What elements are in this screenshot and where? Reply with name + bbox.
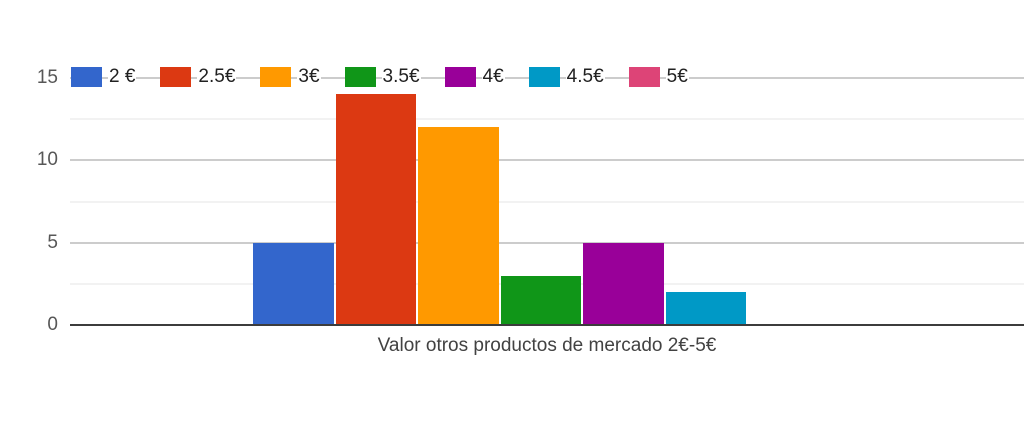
legend-swatch-icon — [71, 67, 102, 87]
y-axis-tick-label-10: 10 — [36, 149, 58, 171]
legend-label: 4.5€ — [565, 66, 605, 87]
legend-swatch-icon — [528, 67, 560, 87]
major-gridline-10 — [70, 159, 1024, 162]
legend-label: 4€ — [481, 66, 505, 87]
bar-3-5eur[interactable] — [500, 275, 581, 324]
legend-swatch-icon — [160, 67, 192, 87]
chart-legend: 2 € 2.5€ 3€ 3.5€ 4€ 4.5€ 5€ — [71, 67, 713, 87]
minor-gridline-12.5 — [70, 118, 1024, 121]
y-axis-tick-label-0: 0 — [47, 314, 58, 335]
legend-item-4-5eur: 4.5€ — [528, 66, 629, 87]
legend-swatch-icon — [628, 67, 660, 87]
legend-item-3-5eur: 3.5€ — [344, 66, 445, 87]
legend-item-2eur: 2 € — [71, 67, 160, 87]
legend-swatch-icon — [260, 67, 292, 87]
bar-4-5eur[interactable] — [665, 292, 746, 324]
legend-label: 5€ — [665, 66, 689, 87]
legend-label: 2 € — [108, 66, 137, 87]
legend-label: 3€ — [297, 66, 321, 87]
legend-item-5eur: 5€ — [628, 66, 713, 87]
y-axis-tick-label-5: 5 — [47, 231, 58, 253]
x-axis-line — [70, 324, 1024, 326]
minor-gridline-7.5 — [70, 200, 1024, 203]
legend-label: 3.5€ — [381, 66, 421, 87]
bar-4eur[interactable] — [583, 242, 664, 324]
bar-3eur[interactable] — [418, 127, 499, 324]
bar-2eur[interactable] — [253, 242, 334, 324]
x-axis-title: Valor otros productos de mercado 2€-5€ — [377, 335, 717, 356]
legend-label: 2.5€ — [197, 66, 237, 87]
legend-swatch-icon — [344, 67, 376, 87]
y-axis-tick-label-15: 15 — [36, 67, 58, 88]
bar-2-5eur[interactable] — [335, 94, 416, 324]
legend-item-2-5eur: 2.5€ — [160, 67, 260, 87]
legend-swatch-icon — [444, 67, 476, 87]
major-gridline-5 — [70, 241, 1024, 244]
legend-item-3eur: 3€ — [260, 67, 344, 87]
legend-item-4eur: 4€ — [444, 66, 529, 87]
